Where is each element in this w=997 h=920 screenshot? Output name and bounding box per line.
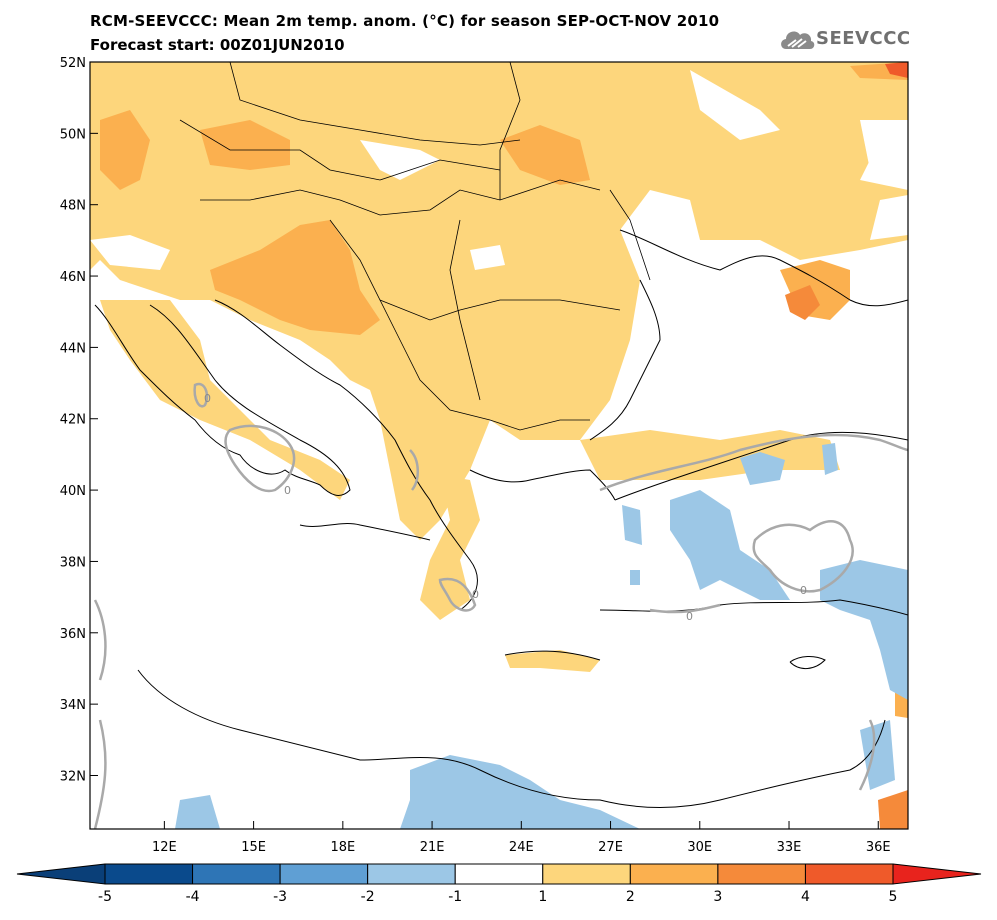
anomaly-area-minus1to2-turkey-east <box>820 560 908 700</box>
lat-tick-label: 44N <box>60 341 86 356</box>
colorbar-segment <box>717 863 806 885</box>
anomaly-area-1to2-italy <box>100 300 350 500</box>
colorbar-segment <box>104 863 194 885</box>
colorbar-segment <box>279 863 369 885</box>
lat-tick-label: 48N <box>60 199 86 214</box>
anomaly-area-2to3-alps-pannonia <box>210 220 380 335</box>
lon-tick-label: 30E <box>687 840 712 855</box>
lon-tick-label: 36E <box>866 840 891 855</box>
logo-text: SEEVCCC <box>816 28 911 49</box>
lon-tick-label: 33E <box>777 840 802 855</box>
coastlines <box>94 229 908 808</box>
lat-tick-label: 32N <box>60 769 86 784</box>
anomaly-area-1to2-north <box>90 62 908 540</box>
map-title: RCM-SEEVCCC: Mean 2m temp. anom. (°C) fo… <box>90 12 720 30</box>
anomaly-area-1to2-crete <box>505 650 600 672</box>
colorbar-under-triangle <box>16 863 106 885</box>
lat-tick-label: 42N <box>60 413 86 428</box>
anomaly-area-2to3-ukraine <box>500 125 590 185</box>
colorbar-label: 4 <box>801 889 810 905</box>
seevccc-logo: SEEVCCC <box>778 22 913 56</box>
colorbar-segment <box>454 863 544 885</box>
map-frame <box>89 61 909 830</box>
colorbar-label: -1 <box>448 889 462 905</box>
forecast-start-label: Forecast start: 00Z01JUN2010 <box>90 36 345 54</box>
colorbar-label: -5 <box>98 889 112 905</box>
lon-tick-label: 21E <box>420 840 445 855</box>
anomaly-area-2to3-west <box>100 110 150 190</box>
colorbar-label: -4 <box>186 889 200 905</box>
lat-tick-label: 50N <box>60 127 86 142</box>
anomaly-area-minus1to2-turkey-north <box>740 452 785 485</box>
anomaly-area-3to4-crimea <box>785 285 820 320</box>
colorbar-label: -2 <box>361 889 375 905</box>
zero-contours <box>93 382 908 829</box>
map-area <box>90 62 908 829</box>
lon-tick-label: 27E <box>598 840 623 855</box>
colorbar-label: -3 <box>273 889 287 905</box>
colorbar-segment <box>367 863 456 885</box>
lat-tick-label: 36N <box>60 627 86 642</box>
colorbar-segment <box>542 863 631 885</box>
colorbar-label: 3 <box>713 889 722 905</box>
colorbar-over-triangle <box>892 863 982 885</box>
colorbar-segment <box>804 863 894 885</box>
lon-tick-label: 12E <box>152 840 177 855</box>
colorbar-label: 5 <box>889 889 898 905</box>
anomaly-area-minus1to2-libya <box>400 755 640 829</box>
anomaly-area-3to4-northeast-corner <box>885 62 908 78</box>
colorbar-label: 1 <box>538 889 547 905</box>
country-borders <box>179 62 651 431</box>
colorbar-label: 2 <box>626 889 635 905</box>
lon-tick-label: 24E <box>509 840 534 855</box>
lat-tick-label: 38N <box>60 555 86 570</box>
contour-label: 0 <box>284 484 291 497</box>
contour-label: 0 <box>686 610 693 623</box>
contour-label: 0 <box>204 392 211 405</box>
colorbar-segment <box>629 863 719 885</box>
lat-tick-label: 34N <box>60 698 86 713</box>
cloud-icon <box>781 31 815 49</box>
contour-label: 0 <box>472 588 479 601</box>
lon-tick-label: 15E <box>241 840 266 855</box>
latitude-axis: 52N 50N 48N 46N 44N 42N 40N 38N 36N 34N 32N <box>60 56 98 784</box>
longitude-axis: 12E 15E 18E 21E 24E 27E 30E 33E 36E <box>152 821 891 855</box>
contour-label: 0 <box>800 584 807 597</box>
lat-tick-label: 40N <box>60 484 86 499</box>
lat-tick-label: 52N <box>60 56 86 71</box>
lon-tick-label: 18E <box>330 840 355 855</box>
anomaly-area-2to3-czech <box>200 120 290 170</box>
contour-labels: 0 0 0 0 0 <box>204 392 807 623</box>
anomaly-area-1to2-greece <box>410 470 480 620</box>
lat-tick-label: 46N <box>60 270 86 285</box>
anomaly-area-minus1to2-turkey-central <box>670 490 790 600</box>
colorbar-segment <box>192 863 281 885</box>
